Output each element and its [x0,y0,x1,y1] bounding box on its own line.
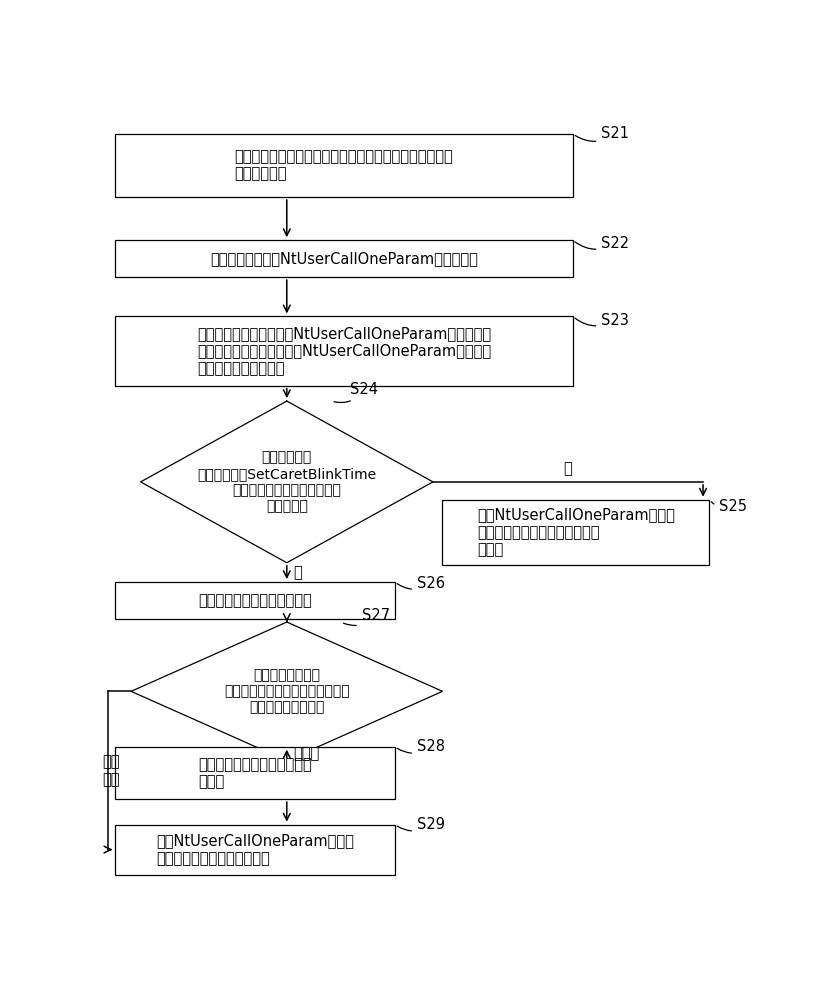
Polygon shape [141,401,432,563]
Text: 检测软件进程调用NtUserCallOneParam函数的行为: 检测软件进程调用NtUserCallOneParam函数的行为 [210,251,477,266]
Text: S22: S22 [574,236,629,251]
Polygon shape [131,622,442,761]
Text: S23: S23 [574,313,628,328]
Text: S26: S26 [396,576,445,591]
Text: S29: S29 [396,817,445,832]
FancyBboxPatch shape [115,825,395,875]
FancyBboxPatch shape [115,240,572,277]
FancyBboxPatch shape [115,316,572,386]
Text: 调用NtUserCallOneParam函数执
行修改插入标记闪烁时间操作: 调用NtUserCallOneParam函数执 行修改插入标记闪烁时间操作 [156,833,354,866]
Text: S25: S25 [710,499,746,514]
FancyBboxPatch shape [115,582,395,619]
Text: 查询到: 查询到 [293,746,319,761]
FancyBboxPatch shape [115,134,572,197]
Text: 调用NtUserCallOneParam函数执
行与所述第一功能索引号相对应
的操作: 调用NtUserCallOneParam函数执 行与所述第一功能索引号相对应 的… [477,507,674,557]
Text: 建立特征库，将获取到的恶意软件进程的特征信息存储在
所述特征库中: 建立特征库，将获取到的恶意软件进程的特征信息存储在 所述特征库中 [234,149,453,182]
Text: 判断所述第一
功能索引号与SetCaretBlinkTime
函数对应内核的第二功能索引
号是否相同: 判断所述第一 功能索引号与SetCaretBlinkTime 函数对应内核的第二… [197,451,376,513]
Text: S21: S21 [574,126,629,141]
Text: S28: S28 [396,739,445,754]
FancyBboxPatch shape [442,500,708,565]
Text: 未查
询到: 未查 询到 [102,754,120,787]
Text: 否: 否 [563,461,572,476]
Text: 当检测到有软件进程调用NtUserCallOneParam函数的行为
时，获取所述软件进程调用NtUserCallOneParam函数时所
传入的第一功能索引号: 当检测到有软件进程调用NtUserCallOneParam函数的行为 时，获取所… [197,326,491,376]
Text: S27: S27 [343,608,389,625]
Text: 是: 是 [293,565,301,580]
FancyBboxPatch shape [115,747,395,799]
Text: 获取所述软件进程的特征信息: 获取所述软件进程的特征信息 [198,593,311,608]
Text: 在存储有恶意软件
进程特征信息的特征库中查询所述
软件进程的特征信息: 在存储有恶意软件 进程特征信息的特征库中查询所述 软件进程的特征信息 [224,668,349,715]
Text: S24: S24 [333,382,378,403]
Text: 拒绝进行修改插入标记闪烁时
间操作: 拒绝进行修改插入标记闪烁时 间操作 [198,757,311,789]
